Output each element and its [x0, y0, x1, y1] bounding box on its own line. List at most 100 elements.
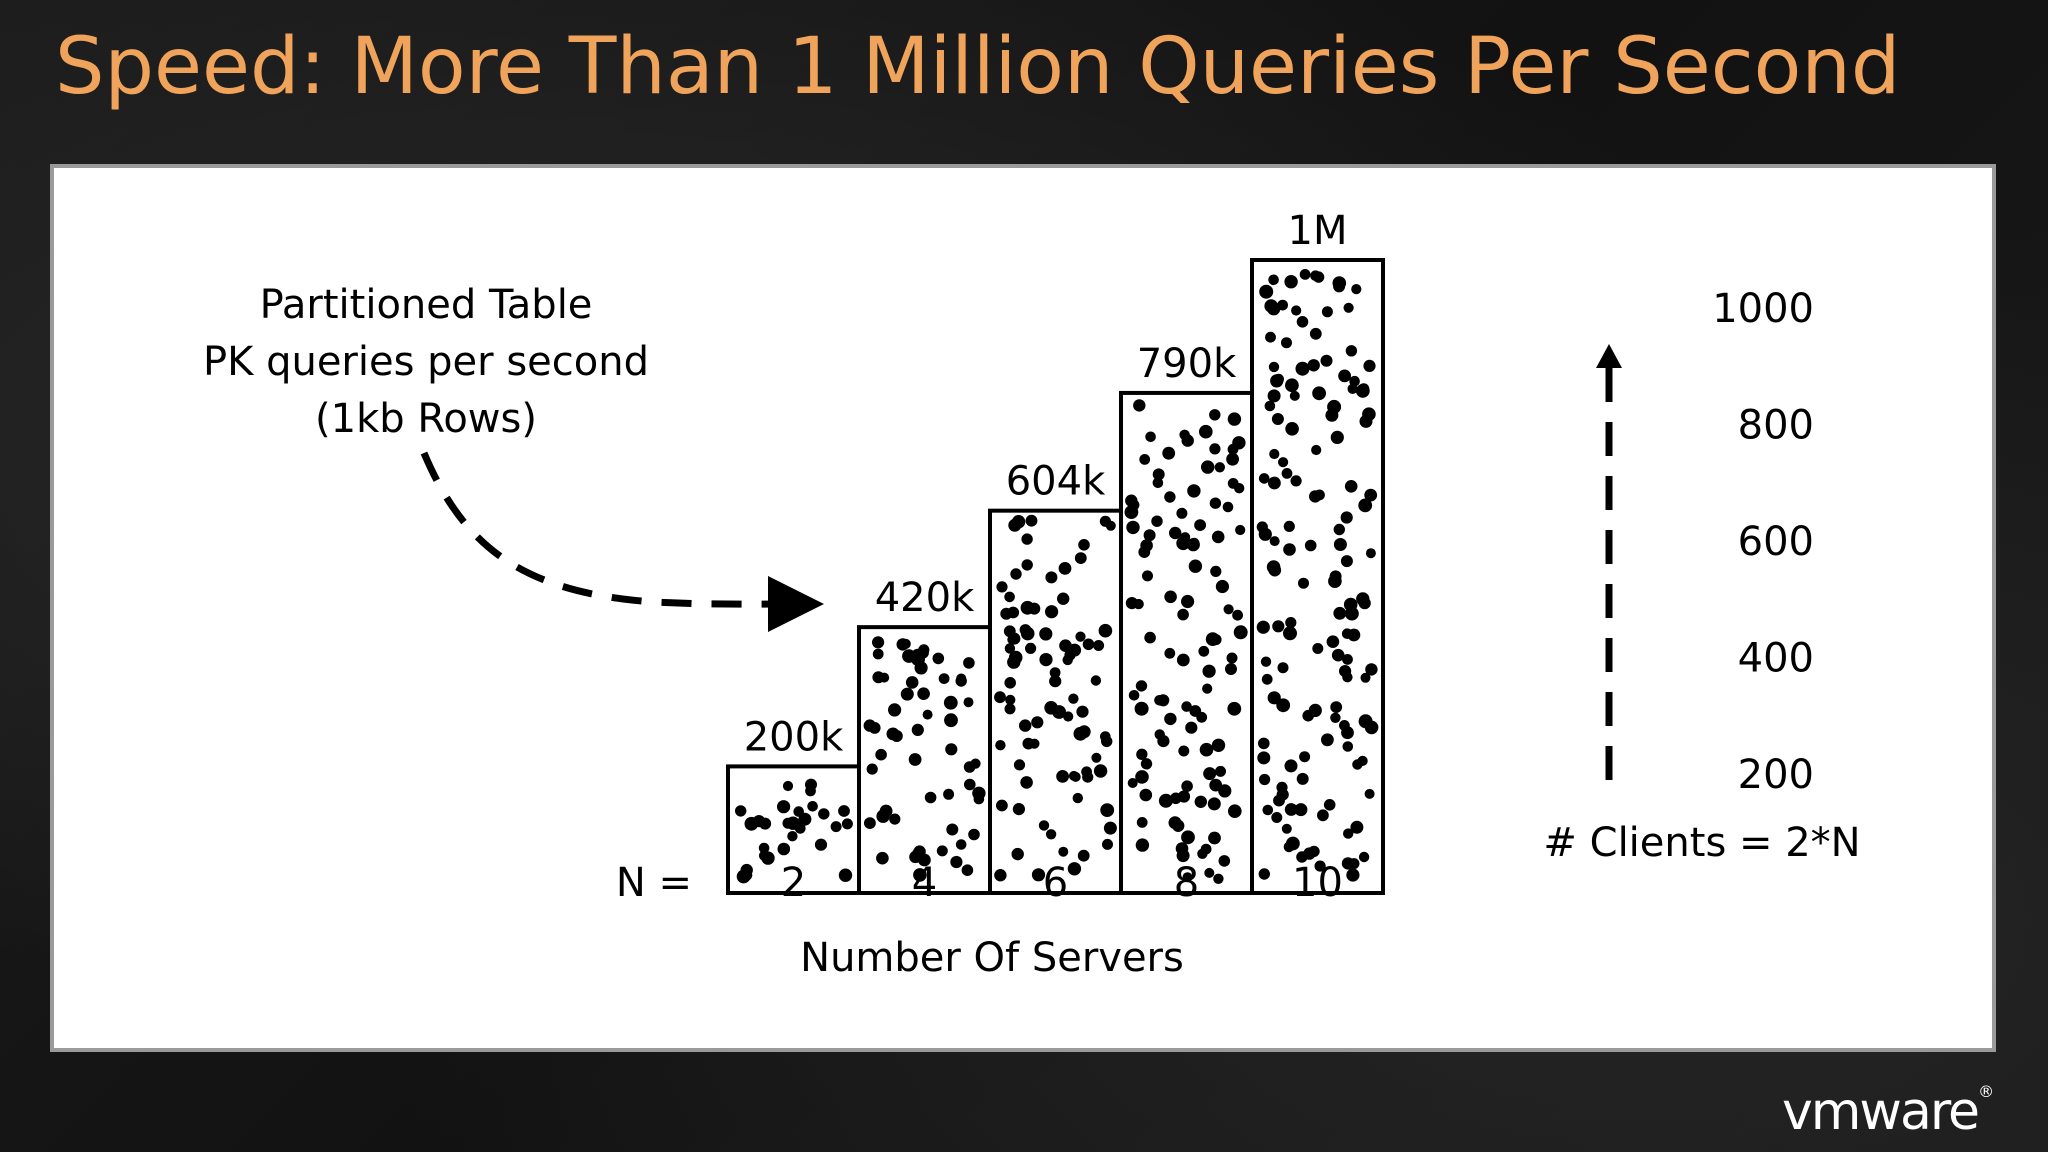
bar-dot [1198, 645, 1210, 657]
bar-dot [995, 740, 1006, 751]
bar-dot [1139, 454, 1151, 465]
bar-dot [1181, 701, 1192, 712]
bar-dot [1133, 399, 1146, 412]
data-label-8: 790k [1137, 341, 1237, 387]
bar-dot [1031, 868, 1046, 882]
clients-caption: # Clients = 2*N [1543, 820, 1860, 866]
bar-dot [1345, 345, 1358, 357]
bar-dot [1309, 327, 1322, 340]
bar-dot [1273, 373, 1284, 385]
bar-dot [1285, 422, 1299, 436]
bar-dot [1317, 809, 1329, 822]
bar-dot [888, 703, 902, 717]
bar-dot [777, 842, 791, 856]
bar-dot [1164, 647, 1176, 659]
bar-dot [1284, 759, 1298, 773]
bar-dot [1214, 462, 1226, 473]
bar-dot [955, 675, 967, 687]
bar-dot [1082, 638, 1095, 651]
bar-dot [1093, 640, 1105, 651]
bar-chart: Partitioned Table PK queries per second … [203, 208, 1861, 981]
bar-dot [1194, 795, 1208, 808]
bar-dot [1225, 663, 1237, 675]
bar-dot [1177, 790, 1191, 803]
bar-4 [857, 625, 992, 895]
x-prefix-label: N = [616, 860, 692, 906]
bar-dot [1176, 653, 1190, 667]
bar-dot [1203, 767, 1217, 781]
bar-dot [950, 855, 963, 869]
bar-dot [1077, 849, 1090, 862]
bar-dot [752, 815, 766, 828]
bar-dot [1199, 424, 1213, 439]
bar-dot [908, 753, 922, 766]
bar-dot [1038, 820, 1050, 831]
bar-dot [782, 817, 794, 829]
x-axis-label: Number Of Servers [800, 935, 1184, 981]
x-tick-4: 4 [912, 860, 937, 906]
bar-dot [876, 851, 889, 865]
data-labels-layer: 200k 420k 604k 790k 1M [744, 208, 1348, 760]
bar-dot [1151, 515, 1163, 527]
bar-dot [1333, 606, 1347, 620]
vmware-logo-text: vmware [1782, 1082, 1980, 1142]
bar-dot [872, 671, 885, 684]
bar-dot [1185, 721, 1198, 734]
secondary-tick-800: 800 [1738, 403, 1814, 449]
bar-dot [1044, 701, 1058, 715]
bar-dot [1007, 606, 1020, 619]
bar-dot [964, 778, 976, 791]
bar-dot [864, 817, 876, 829]
bar-dot [1098, 623, 1113, 638]
bar-dot [1349, 375, 1360, 387]
bar-dot [1330, 701, 1343, 713]
bar-dot [1260, 656, 1272, 667]
bar-dot [1269, 536, 1280, 547]
bar-dot [1276, 698, 1291, 713]
bar-dot [1299, 751, 1311, 763]
bar-dot [1049, 675, 1062, 688]
secondary-axis-arrow-head [1596, 344, 1622, 368]
secondary-axis-ticks: 1000 800 600 400 200 [1712, 286, 1814, 798]
bar-dot [1020, 626, 1035, 641]
bar-dot [1267, 389, 1281, 403]
bar-dot [1039, 653, 1053, 667]
bar-dot [1278, 457, 1289, 468]
bar-dot [1209, 409, 1221, 421]
bar-dot [968, 828, 980, 841]
bar-dot [1328, 574, 1342, 588]
bar-dot [1100, 731, 1111, 742]
bar-dot [866, 763, 878, 775]
bar-dot [1289, 390, 1300, 401]
bar-dot [1013, 759, 1026, 771]
bar-dot [1285, 378, 1299, 393]
bar-dot [1351, 284, 1362, 295]
bar-dot [1081, 766, 1092, 778]
bar-dot [1291, 305, 1302, 316]
bar-dot [1022, 737, 1035, 750]
bar-dot [1272, 620, 1285, 633]
x-tick-6: 6 [1043, 860, 1068, 906]
bar-dot [868, 722, 881, 734]
bars-layer [726, 258, 1385, 896]
bar-dot [1213, 873, 1224, 884]
bar-dot [1268, 563, 1282, 577]
bar-dot [1059, 639, 1072, 652]
bar-dot [1340, 511, 1353, 524]
x-ticks-layer: 2 4 6 8 10 [781, 860, 1343, 906]
bar-dot [1333, 280, 1346, 293]
bar-dot [1209, 443, 1221, 455]
chart-panel: Partitioned Table PK queries per second … [50, 164, 1996, 1052]
bar-dot [1201, 460, 1215, 474]
bar-dot [1223, 604, 1234, 615]
bar-dot [1314, 860, 1326, 872]
vmware-logo: vmware® [1782, 1082, 1994, 1142]
annotation-arrow [420, 451, 824, 633]
bar-dot [1103, 821, 1117, 835]
bar-dot [1004, 591, 1015, 603]
bar-dot [1226, 652, 1238, 664]
bar-dot [944, 713, 958, 728]
bar-dot [1045, 571, 1058, 584]
bar-dot [1025, 642, 1037, 654]
bar-dot [1235, 524, 1246, 536]
